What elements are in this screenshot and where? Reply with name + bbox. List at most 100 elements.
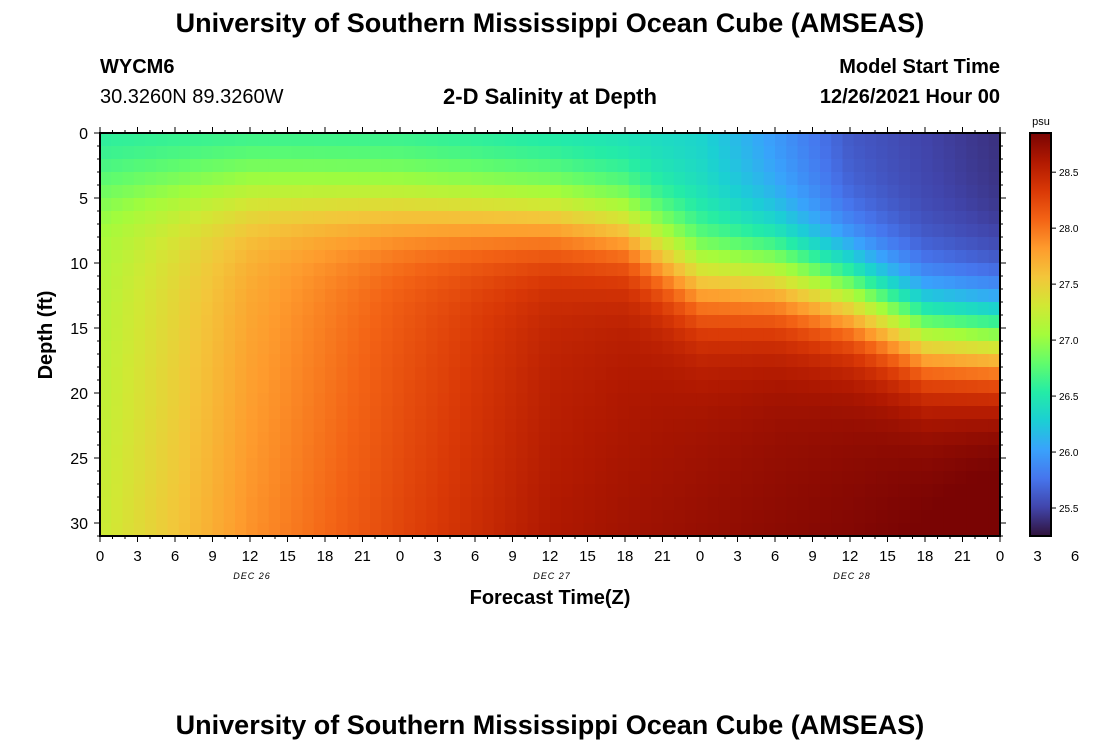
heatmap-cell: [403, 328, 416, 342]
heatmap-cell: [325, 497, 337, 511]
heatmap-cell: [403, 224, 416, 238]
heatmap-cell: [820, 146, 832, 160]
heatmap-cell: [167, 263, 180, 277]
colorbar-tick-label: 26.5: [1059, 392, 1079, 403]
heatmap-cell: [156, 276, 169, 290]
heatmap-cell: [662, 406, 675, 420]
heatmap-cell: [493, 211, 506, 225]
heatmap-cell: [122, 367, 135, 381]
heatmap-cell: [865, 419, 877, 433]
heatmap-cell: [651, 419, 664, 433]
heatmap-cell: [718, 328, 731, 342]
heatmap-cell: [606, 133, 619, 147]
heatmap-cell: [111, 276, 124, 290]
heatmap-cell: [842, 172, 855, 186]
heatmap-cell: [527, 354, 540, 368]
heatmap-cell: [752, 172, 765, 186]
heatmap-cell: [280, 250, 292, 264]
heatmap-cell: [561, 133, 574, 147]
heatmap-cell: [178, 224, 191, 238]
heatmap-cell: [122, 432, 135, 446]
heatmap-cell: [302, 302, 315, 316]
heatmap-cell: [381, 484, 394, 498]
heatmap-cell: [133, 302, 146, 316]
heatmap-cell: [347, 159, 360, 173]
heatmap-cell: [437, 302, 450, 316]
heatmap-cell: [988, 419, 1000, 433]
heatmap-cell: [313, 302, 326, 316]
heatmap-cell: [583, 510, 596, 524]
heatmap-cell: [797, 445, 810, 459]
heatmap-cell: [943, 445, 956, 459]
heatmap-cell: [887, 432, 900, 446]
heatmap-cell: [730, 380, 742, 394]
heatmap-cell: [910, 328, 922, 342]
heatmap-cell: [235, 159, 247, 173]
heatmap-cell: [820, 341, 832, 355]
heatmap-cell: [572, 263, 585, 277]
heatmap-cell: [482, 315, 495, 329]
heatmap-cell: [628, 497, 641, 511]
heatmap-cell: [370, 328, 382, 342]
heatmap-cell: [977, 146, 990, 160]
heatmap-cell: [460, 406, 472, 420]
heatmap-cell: [572, 510, 585, 524]
heatmap-cell: [325, 315, 337, 329]
heatmap-cell: [493, 133, 506, 147]
heatmap-cell: [280, 328, 292, 342]
heatmap-cell: [853, 224, 866, 238]
heatmap-cell: [493, 354, 506, 368]
heatmap-cell: [527, 302, 540, 316]
heatmap-cell: [167, 146, 180, 160]
heatmap-cell: [932, 276, 945, 290]
heatmap-cell: [268, 367, 281, 381]
heatmap-cell: [268, 354, 281, 368]
heatmap-cell: [865, 172, 877, 186]
x-tick-label: 21: [954, 548, 971, 565]
heatmap-cell: [932, 224, 945, 238]
heatmap-cell: [797, 471, 810, 485]
heatmap-cell: [392, 393, 405, 407]
heatmap-cell: [403, 354, 416, 368]
heatmap-cell: [617, 367, 630, 381]
heatmap-cell: [955, 146, 967, 160]
heatmap-cell: [111, 315, 124, 329]
heatmap-cell: [167, 133, 180, 147]
heatmap-cell: [943, 367, 956, 381]
heatmap-cell: [853, 263, 866, 277]
heatmap-cell: [741, 172, 754, 186]
heatmap-cell: [122, 380, 135, 394]
heatmap-cell: [167, 458, 180, 472]
heatmap-cell: [572, 328, 585, 342]
heatmap-cell: [403, 484, 416, 498]
heatmap-cell: [212, 289, 225, 303]
heatmap-cell: [156, 380, 169, 394]
heatmap-cell: [640, 211, 652, 225]
heatmap-cell: [212, 406, 225, 420]
heatmap-cell: [415, 341, 427, 355]
heatmap-cell: [876, 146, 889, 160]
heatmap-cell: [673, 471, 686, 485]
heatmap-cell: [696, 185, 709, 199]
heatmap-cell: [167, 393, 180, 407]
heatmap-cell: [865, 432, 877, 446]
heatmap-cell: [156, 146, 169, 160]
heatmap-cell: [291, 133, 304, 147]
heatmap-cell: [662, 211, 675, 225]
heatmap-cell: [741, 445, 754, 459]
heatmap-cell: [268, 224, 281, 238]
heatmap-cell: [617, 224, 630, 238]
heatmap-cell: [640, 250, 652, 264]
heatmap-cell: [268, 250, 281, 264]
heatmap-cell: [853, 172, 866, 186]
heatmap-cell: [493, 185, 506, 199]
heatmap-cell: [606, 159, 619, 173]
heatmap-cell: [336, 198, 349, 212]
heatmap-cell: [640, 237, 652, 251]
heatmap-cell: [471, 263, 484, 277]
heatmap-cell: [651, 289, 664, 303]
heatmap-cell: [685, 484, 697, 498]
heatmap-cell: [572, 211, 585, 225]
x-tick-label: 0: [696, 548, 704, 565]
heatmap-cell: [752, 523, 765, 536]
